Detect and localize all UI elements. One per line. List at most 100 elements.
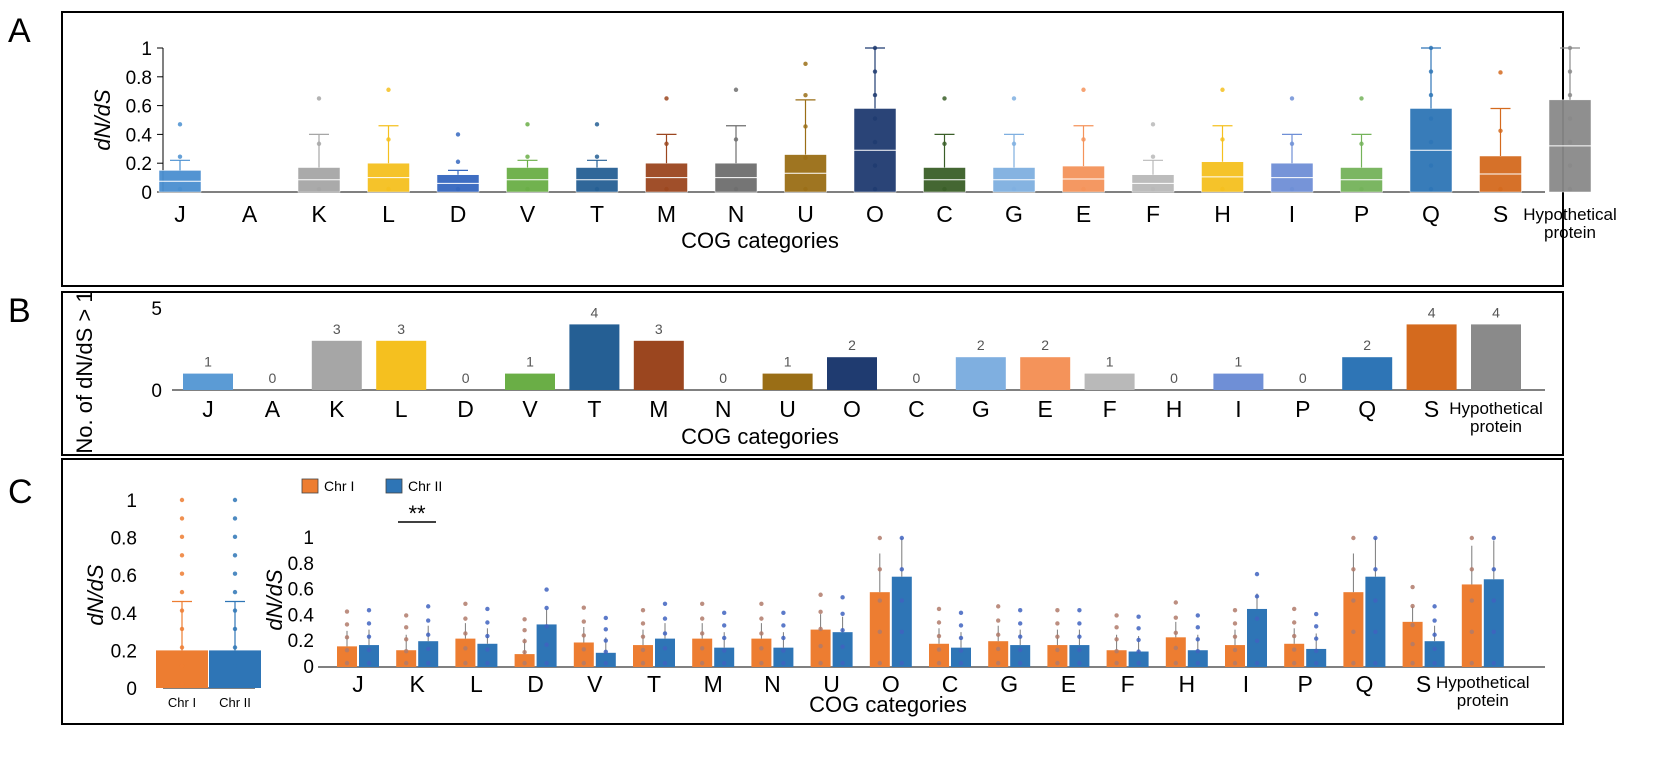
panel-c-right-hypothetical-protein-chr-i-point: [1469, 660, 1475, 666]
panel-c-right-m-chr-ii-point: [722, 660, 727, 666]
panel-c-right-j-chr-ii-point: [366, 608, 372, 613]
panel-c-right-g-chr-i-point: [996, 646, 1001, 652]
panel-c-right-e-chr-ii-point: [1077, 608, 1082, 613]
panel-b-g-label: G: [972, 396, 990, 422]
panel-a-q-label: Q: [1422, 201, 1440, 227]
panel-c-right-t-chr-ii-point: [662, 660, 668, 666]
significance-label: **: [408, 501, 426, 526]
panel-a-hypothetical-protein-point: [1567, 186, 1573, 192]
panel-b-q-label: Q: [1358, 396, 1376, 422]
panel-c-right-p-chr-ii-point: [1314, 648, 1319, 654]
panel-a-f-point: [1150, 154, 1156, 159]
panel-b-a-label: A: [265, 396, 281, 422]
panel-c-right-s-chr-ii-point: [1432, 618, 1437, 623]
panel-c-left-ytick-0-4: 0.4: [111, 604, 138, 625]
panel-a-h-point: [1220, 186, 1225, 192]
panel-c-right-q-chr-ii-point: [1373, 629, 1378, 635]
panel-c-right-n-chr-ii-bar: [773, 647, 794, 667]
panel-a-o-point: [872, 163, 878, 168]
panel-c-right-ytick-0-2: 0.2: [288, 631, 314, 652]
panel-c-right-p-label: P: [1298, 671, 1313, 697]
panel-a-u-point: [803, 186, 808, 192]
panel-c-right-l-chr-i-bar: [455, 638, 476, 667]
panel-b-j-bar: [183, 373, 233, 390]
panel-c-right-i-chr-ii-point: [1254, 638, 1260, 644]
panel-c-right-f-chr-i-point: [1114, 648, 1119, 654]
panel-c-right-h-chr-ii-point: [1195, 660, 1201, 666]
panel-c-left-chr-ii-bar: [209, 650, 261, 688]
panel-c-left-chr-i-point: [179, 626, 185, 632]
panel-a-hypothetical-protein-label-line1: Hypothetical: [1523, 205, 1617, 224]
panel-c-right-p-chr-i-point: [1292, 633, 1297, 639]
panel-c-right-hypothetical-protein-chr-i-bar: [1461, 584, 1482, 667]
panel-a-u-point: [803, 92, 808, 98]
panel-a-q-point: [1428, 116, 1434, 121]
panel-c-right-c-label: C: [942, 671, 959, 697]
panel-b-s-label: S: [1424, 396, 1439, 422]
legend-swatch-chr2: [385, 478, 403, 494]
panel-a-j-point: [177, 154, 183, 159]
panel-a-ytick-0-6: 0.6: [126, 97, 152, 118]
panel-c-right-s-chr-ii-point: [1432, 632, 1437, 637]
panel-c-right-h-chr-ii-bar: [1187, 650, 1208, 667]
panel-c-right-q-chr-ii-bar: [1365, 576, 1386, 667]
panel-c-right-g-label: G: [1000, 671, 1018, 697]
panel-a-ytick-1: 1: [141, 39, 152, 60]
panel-a-v-point: [525, 122, 530, 127]
panel-b-i-label: I: [1235, 396, 1241, 422]
panel-c-right-u-chr-ii-bar: [832, 632, 853, 667]
panel-letter-c: C: [8, 473, 33, 511]
panel-c-right-k-chr-i-point: [404, 625, 409, 630]
panel-b-g-bar: [955, 357, 1006, 390]
panel-c-right-hypothetical-protein-chr-ii-point: [1491, 567, 1497, 572]
panel-b-p-value-label: 0: [1299, 370, 1307, 386]
panel-a-s-point: [1498, 70, 1503, 75]
panel-c-right-p-chr-i-point: [1292, 606, 1297, 612]
panel-b-l-bar: [376, 340, 427, 390]
panel-c-right-h-chr-i-point: [1173, 645, 1179, 651]
panel-c-right-v-chr-i-point: [581, 660, 586, 666]
panel-b-e-bar: [1020, 357, 1071, 390]
panel-b-q-value-label: 2: [1363, 337, 1371, 353]
panel-c-right-o-chr-i-point: [877, 660, 882, 666]
panel-c-right-p-chr-i-point: [1292, 647, 1297, 652]
panel-b-i-value-label: 1: [1235, 354, 1243, 370]
panel-c-right-m-chr-ii-bar: [714, 647, 735, 667]
panel-a-f-point: [1150, 122, 1156, 127]
panel-c-right-i-chr-ii-point: [1254, 594, 1260, 599]
panel-c-right-i-chr-ii-point: [1254, 660, 1260, 666]
panel-a-ytick-0-4: 0.4: [126, 125, 153, 146]
panel-a-m-point: [664, 96, 669, 101]
panel-c-right-plot: 0 0.2 0.4 0.6 0.8 1 J K L D V T M N U O C G E F H I P Q S Hypothe…: [288, 528, 1545, 710]
panel-c-right-o-chr-i-point: [877, 598, 882, 603]
panel-c-left-chr-i-point: [179, 571, 185, 576]
panel-c-right-j-chr-ii-point: [366, 634, 372, 639]
panel-a-u-point: [803, 155, 808, 160]
legend-label-chr1: Chr I: [324, 478, 354, 494]
panel-b-frame: [61, 291, 1564, 456]
panel-c-right-t-chr-ii-point: [662, 616, 668, 621]
panel-c-right-h-chr-i-point: [1173, 615, 1179, 620]
panel-c-right-h-label: H: [1178, 671, 1195, 697]
panel-a-p-label: P: [1354, 201, 1369, 227]
panel-c-right-q-chr-i-point: [1351, 629, 1356, 635]
panel-a-hypothetical-protein-point: [1567, 116, 1573, 121]
panel-c-right-q-chr-i-point: [1351, 535, 1356, 541]
panel-c-right-q-label: Q: [1355, 671, 1373, 697]
panel-c-right-d-chr-ii-point: [544, 642, 549, 647]
panel-a-u-point: [803, 124, 808, 129]
panel-letter-b: B: [8, 292, 31, 330]
panel-a-e-point: [1081, 137, 1086, 142]
panel-a-q-point: [1428, 92, 1434, 98]
panel-c-right-h-chr-ii-point: [1195, 648, 1201, 654]
panel-c-right-j-label: J: [352, 671, 364, 697]
panel-c-right-e-chr-i-point: [1055, 634, 1060, 639]
panel-c-right-k-label: K: [410, 671, 426, 697]
panel-c-right-f-chr-i-bar: [1106, 650, 1127, 667]
panel-c-right-c-chr-ii-bar: [951, 647, 971, 667]
panel-c-right-l-chr-i-point: [463, 601, 468, 606]
panel-c-right-g-chr-i-bar: [988, 641, 1009, 667]
panel-c-right-t-chr-i-point: [640, 647, 646, 653]
panel-a-o-point: [872, 92, 878, 98]
panel-c-right-hypothetical-protein-chr-ii-point: [1491, 660, 1497, 666]
